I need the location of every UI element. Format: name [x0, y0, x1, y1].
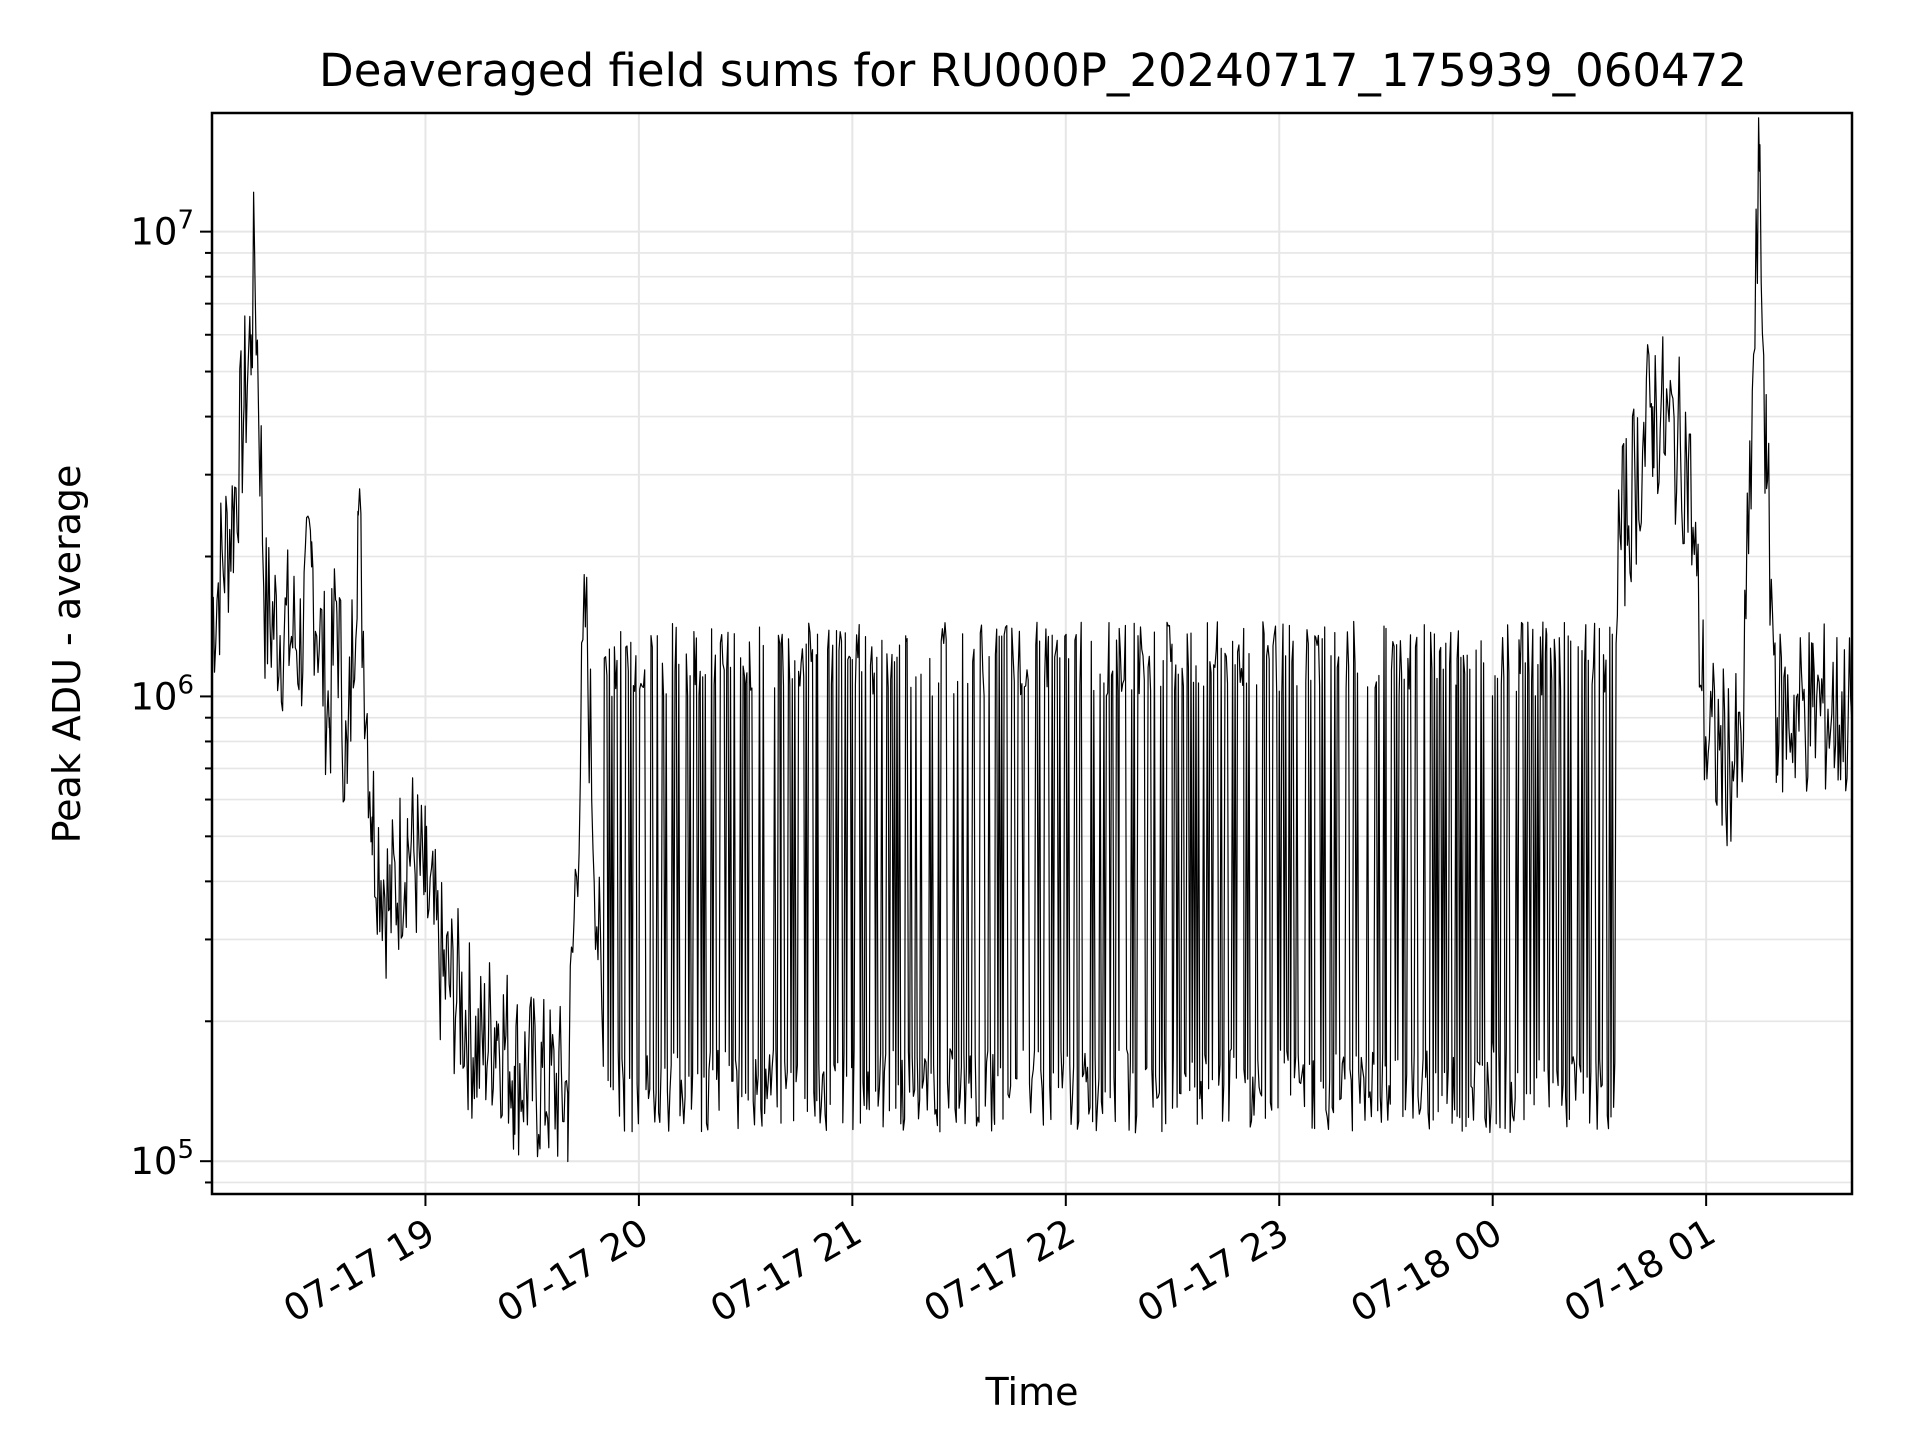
y-tick-label: 106 — [130, 670, 194, 718]
grid-lines — [212, 113, 1852, 1194]
y-tick-exponent: 7 — [177, 206, 194, 236]
x-tick-label: 07-17 19 — [276, 1211, 442, 1331]
plot-frame — [210, 111, 1854, 1196]
x-tick-label: 07-18 01 — [1557, 1211, 1723, 1331]
y-tick-exponent: 6 — [177, 670, 194, 700]
x-tick-label: 07-17 22 — [917, 1211, 1083, 1331]
series-line — [211, 117, 1853, 1163]
y-tick-base: 10 — [130, 211, 177, 254]
chart-title: Deaveraged field sums for RU000P_2024071… — [319, 44, 1747, 97]
y-tick-base: 10 — [130, 675, 177, 718]
x-tick-label: 07-17 20 — [490, 1211, 656, 1331]
x-tick-label: 07-17 23 — [1130, 1211, 1296, 1331]
y-tick-base: 10 — [130, 1140, 177, 1183]
x-tick-label: 07-18 00 — [1344, 1211, 1510, 1331]
data-series — [211, 117, 1853, 1163]
x-tick-label: 07-17 21 — [703, 1211, 869, 1331]
y-tick-label: 107 — [130, 206, 194, 254]
x-axis-label: Time — [985, 1370, 1079, 1414]
y-tick-label: 105 — [130, 1135, 194, 1183]
y-tick-exponent: 5 — [177, 1135, 194, 1165]
y-axis-label: Peak ADU - average — [45, 465, 89, 844]
x-axis: 07-17 19 07-17 20 07-17 21 07-17 22 07-17 23… — [276, 1194, 1723, 1331]
